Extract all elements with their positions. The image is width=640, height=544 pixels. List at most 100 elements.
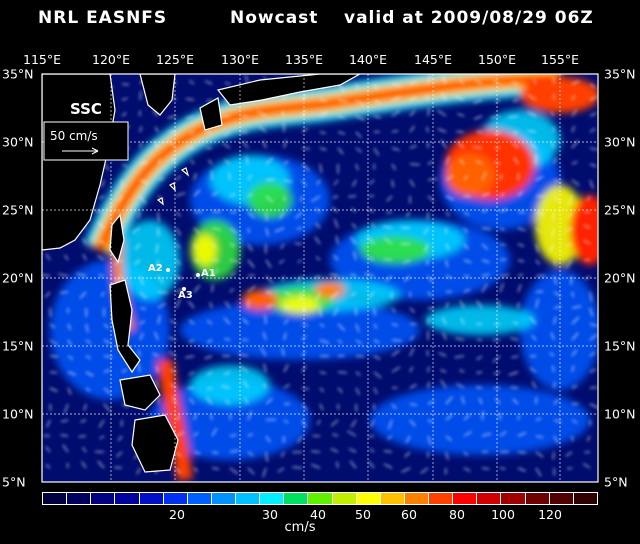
vector-arrow: [175, 431, 185, 437]
vector-arrow: [445, 451, 449, 460]
vector-arrow: [355, 83, 359, 90]
vector-arrow: [188, 371, 195, 376]
vector-arrow: [139, 332, 144, 341]
vector-arrow: [463, 243, 469, 250]
vector-arrow: [49, 323, 56, 329]
point-label-a2: A2: [148, 263, 163, 274]
vector-arrow: [455, 96, 465, 101]
vector-arrow: [292, 466, 303, 469]
vector-arrow: [193, 227, 201, 235]
vector-arrow: [531, 381, 537, 389]
vector-arrow: [157, 177, 165, 181]
vector-arrow: [211, 284, 214, 293]
vector-arrow: [98, 195, 105, 200]
vector-arrow: [459, 369, 465, 373]
vector-arrow: [229, 193, 236, 197]
vector-arrow: [391, 163, 396, 171]
vector-arrow: [352, 179, 357, 187]
vector-arrow: [373, 147, 380, 156]
colorbar-units: cm/s: [284, 520, 316, 535]
vector-arrow: [552, 365, 555, 373]
lat-label-15-right: 15°N: [604, 338, 636, 354]
vector-arrow: [210, 414, 213, 421]
vector-arrow: [370, 419, 375, 428]
vector-arrow: [438, 352, 447, 357]
vector-arrow: [565, 259, 573, 269]
vector-arrow: [424, 243, 429, 253]
point-label-a1: A1: [201, 268, 216, 279]
vector-arrow: [529, 367, 537, 373]
vector-arrow: [58, 273, 69, 277]
vector-arrow: [553, 316, 557, 325]
vector-arrow: [60, 419, 69, 423]
vector-arrow: [512, 321, 519, 325]
vector-arrow: [463, 211, 470, 216]
colorbar-cell-4: [139, 493, 164, 504]
vector-arrow: [437, 128, 447, 133]
vector-arrow: [461, 396, 465, 405]
vector-arrow: [49, 403, 52, 411]
vector-arrow: [512, 398, 519, 405]
vector-arrow: [296, 275, 303, 283]
vector-arrow: [265, 291, 272, 294]
vector-arrow: [45, 253, 51, 261]
vector-arrow: [139, 126, 142, 133]
vector-arrow: [333, 195, 339, 199]
land-masses: [42, 74, 361, 473]
vector-arrow: [512, 143, 519, 149]
vector-arrow: [294, 243, 303, 245]
vector-arrow: [46, 419, 51, 428]
cb-tick-20: 20: [169, 507, 185, 522]
vector-arrow: [535, 417, 542, 421]
vector-arrow: [283, 291, 292, 296]
luzon-island: [109, 279, 141, 374]
vector-arrow: [283, 195, 286, 202]
vector-arrow: [517, 432, 527, 437]
vector-arrow: [508, 115, 519, 118]
vector-arrow: [409, 163, 420, 166]
vector-arrow: [517, 414, 520, 421]
lon-label-120: 120°E: [91, 52, 131, 67]
vector-arrow: [368, 435, 375, 438]
scale-text: 50 cm/s: [50, 129, 98, 143]
vector-arrow: [409, 335, 415, 341]
vector-arrow: [118, 195, 123, 202]
vector-arrow: [60, 434, 69, 437]
vector-arrow: [189, 131, 195, 135]
vector-arrow: [373, 83, 378, 90]
lon-label-115: 115°E: [22, 52, 62, 67]
vector-arrow: [225, 399, 231, 405]
lat-label-35-left: 35°N: [2, 66, 34, 82]
lat-label-20-left: 20°N: [2, 270, 34, 286]
vector-arrow: [427, 195, 435, 202]
vector-arrow: [499, 192, 505, 197]
vector-arrow: [571, 332, 579, 341]
vector-arrow: [441, 317, 447, 325]
vector-arrow: [535, 467, 542, 477]
vector-arrow: [337, 339, 343, 344]
colorbar-cell-20: [525, 493, 550, 504]
vector-arrow: [85, 355, 91, 359]
vector-arrow: [175, 298, 181, 309]
vector-arrow: [409, 366, 414, 373]
vector-arrow: [442, 332, 447, 341]
vector-arrow: [368, 208, 375, 213]
vector-arrow: [351, 223, 357, 229]
vector-arrow: [571, 365, 575, 373]
vector-arrow: [481, 433, 492, 437]
vector-arrow: [589, 351, 596, 357]
colorbar-cell-3: [115, 493, 140, 504]
vector-arrow: [472, 146, 483, 149]
vector-arrow: [476, 371, 483, 374]
vector-arrow: [319, 147, 327, 151]
vector-arrow: [45, 464, 51, 469]
vector-arrow: [571, 384, 578, 389]
vector-arrow: [535, 211, 544, 216]
vector-arrow: [442, 75, 447, 85]
vector-arrow: [188, 397, 195, 405]
vector-arrow: [391, 339, 402, 342]
cb-tick-80: 80: [449, 507, 465, 522]
vector-arrow: [499, 243, 506, 246]
vector-arrow: [527, 111, 537, 117]
vector-arrow: [565, 227, 573, 233]
